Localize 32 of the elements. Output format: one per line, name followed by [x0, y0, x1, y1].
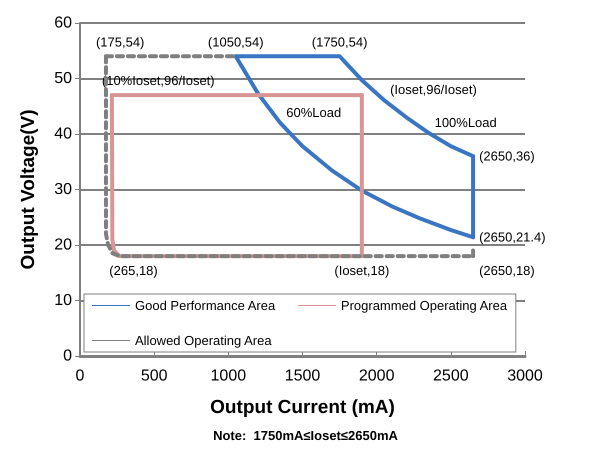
y-tick-label: 40: [54, 126, 72, 142]
x-tick-label: 2000: [358, 368, 395, 384]
y-tick-label: 60: [54, 14, 72, 32]
annotation: (2650,18): [479, 263, 535, 278]
y-tick-label: 0: [63, 348, 72, 364]
annotation: (2650,36): [479, 148, 535, 164]
y-axis-title: Output Voltage(V): [18, 109, 39, 270]
x-tick-label: 2500: [433, 368, 469, 384]
annotation: 100%Load: [434, 114, 497, 130]
x-tick-label: 0: [76, 368, 85, 384]
legend-label: Allowed Operating Area: [135, 333, 272, 348]
x-tick-label: 500: [140, 368, 168, 384]
text: Note: 1750mA≤Ioset≤2650mA: [213, 428, 399, 443]
y-tick-label: 20: [54, 236, 72, 254]
y-tick-label: 50: [54, 70, 72, 87]
x-axis-title: Output Current (mA): [210, 397, 395, 418]
annotation: (1750,54): [312, 34, 368, 50]
annotation: (1050,54): [208, 34, 264, 50]
annotation: (Ioset,18): [334, 263, 390, 278]
annotation: (175,54): [96, 34, 144, 50]
legend-label: Good Performance Area: [135, 298, 276, 313]
annotation: 60%Load: [286, 104, 342, 120]
x-tick-label: 3000: [507, 368, 543, 384]
annotation: (10%Ioset,96/Ioset): [102, 73, 215, 88]
x-tick-label: 1000: [210, 368, 246, 384]
annotation: (Ioset,96/Ioset): [390, 82, 477, 98]
x-tick-label: 1500: [284, 368, 320, 384]
legend-label: Programmed Operating Area: [340, 298, 508, 313]
annotation: (2650,21.4): [479, 230, 546, 245]
annotation: (265,18): [109, 263, 158, 278]
y-tick-label: 10: [54, 292, 72, 309]
y-tick-label: 30: [54, 181, 72, 198]
